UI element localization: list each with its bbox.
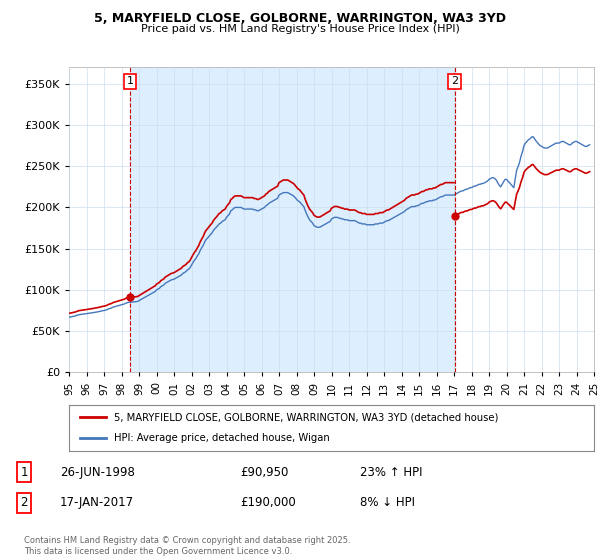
Bar [130, 67, 455, 372]
Text: 23% ↑ HPI: 23% ↑ HPI [360, 465, 422, 479]
Text: 5, MARYFIELD CLOSE, GOLBORNE, WARRINGTON, WA3 3YD: 5, MARYFIELD CLOSE, GOLBORNE, WARRINGTON… [94, 12, 506, 25]
Text: £190,000: £190,000 [240, 496, 296, 510]
Text: 26-JUN-1998: 26-JUN-1998 [60, 465, 135, 479]
Text: HPI: Average price, detached house, Wigan: HPI: Average price, detached house, Wiga… [113, 433, 329, 444]
Text: 8% ↓ HPI: 8% ↓ HPI [360, 496, 415, 510]
Text: 17-JAN-2017: 17-JAN-2017 [60, 496, 134, 510]
Text: 5, MARYFIELD CLOSE, GOLBORNE, WARRINGTON, WA3 3YD (detached house): 5, MARYFIELD CLOSE, GOLBORNE, WARRINGTON… [113, 412, 498, 422]
Text: 1: 1 [20, 465, 28, 479]
Text: 1: 1 [127, 76, 134, 86]
Text: 2: 2 [451, 76, 458, 86]
Text: Contains HM Land Registry data © Crown copyright and database right 2025.
This d: Contains HM Land Registry data © Crown c… [24, 536, 350, 556]
Text: 2: 2 [20, 496, 28, 510]
Text: Price paid vs. HM Land Registry's House Price Index (HPI): Price paid vs. HM Land Registry's House … [140, 24, 460, 34]
Text: £90,950: £90,950 [240, 465, 289, 479]
